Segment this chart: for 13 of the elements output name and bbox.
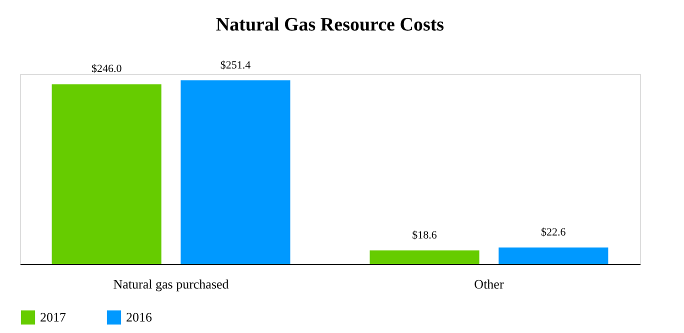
bar bbox=[180, 80, 290, 264]
legend-label: 2016 bbox=[126, 309, 152, 324]
x-tick-label: Other bbox=[474, 276, 504, 292]
x-tick-label: Natural gas purchased bbox=[113, 276, 230, 292]
legend-label: 2017 bbox=[40, 309, 66, 324]
data-label: $18.6 bbox=[412, 229, 438, 242]
bar bbox=[52, 84, 162, 264]
data-label: $22.6 bbox=[541, 226, 566, 238]
bar bbox=[498, 247, 608, 264]
data-label: $251.4 bbox=[220, 59, 252, 72]
data-label: $246.0 bbox=[91, 63, 122, 76]
chart-title: Natural Gas Resource Costs bbox=[216, 14, 444, 36]
bar bbox=[370, 250, 480, 264]
